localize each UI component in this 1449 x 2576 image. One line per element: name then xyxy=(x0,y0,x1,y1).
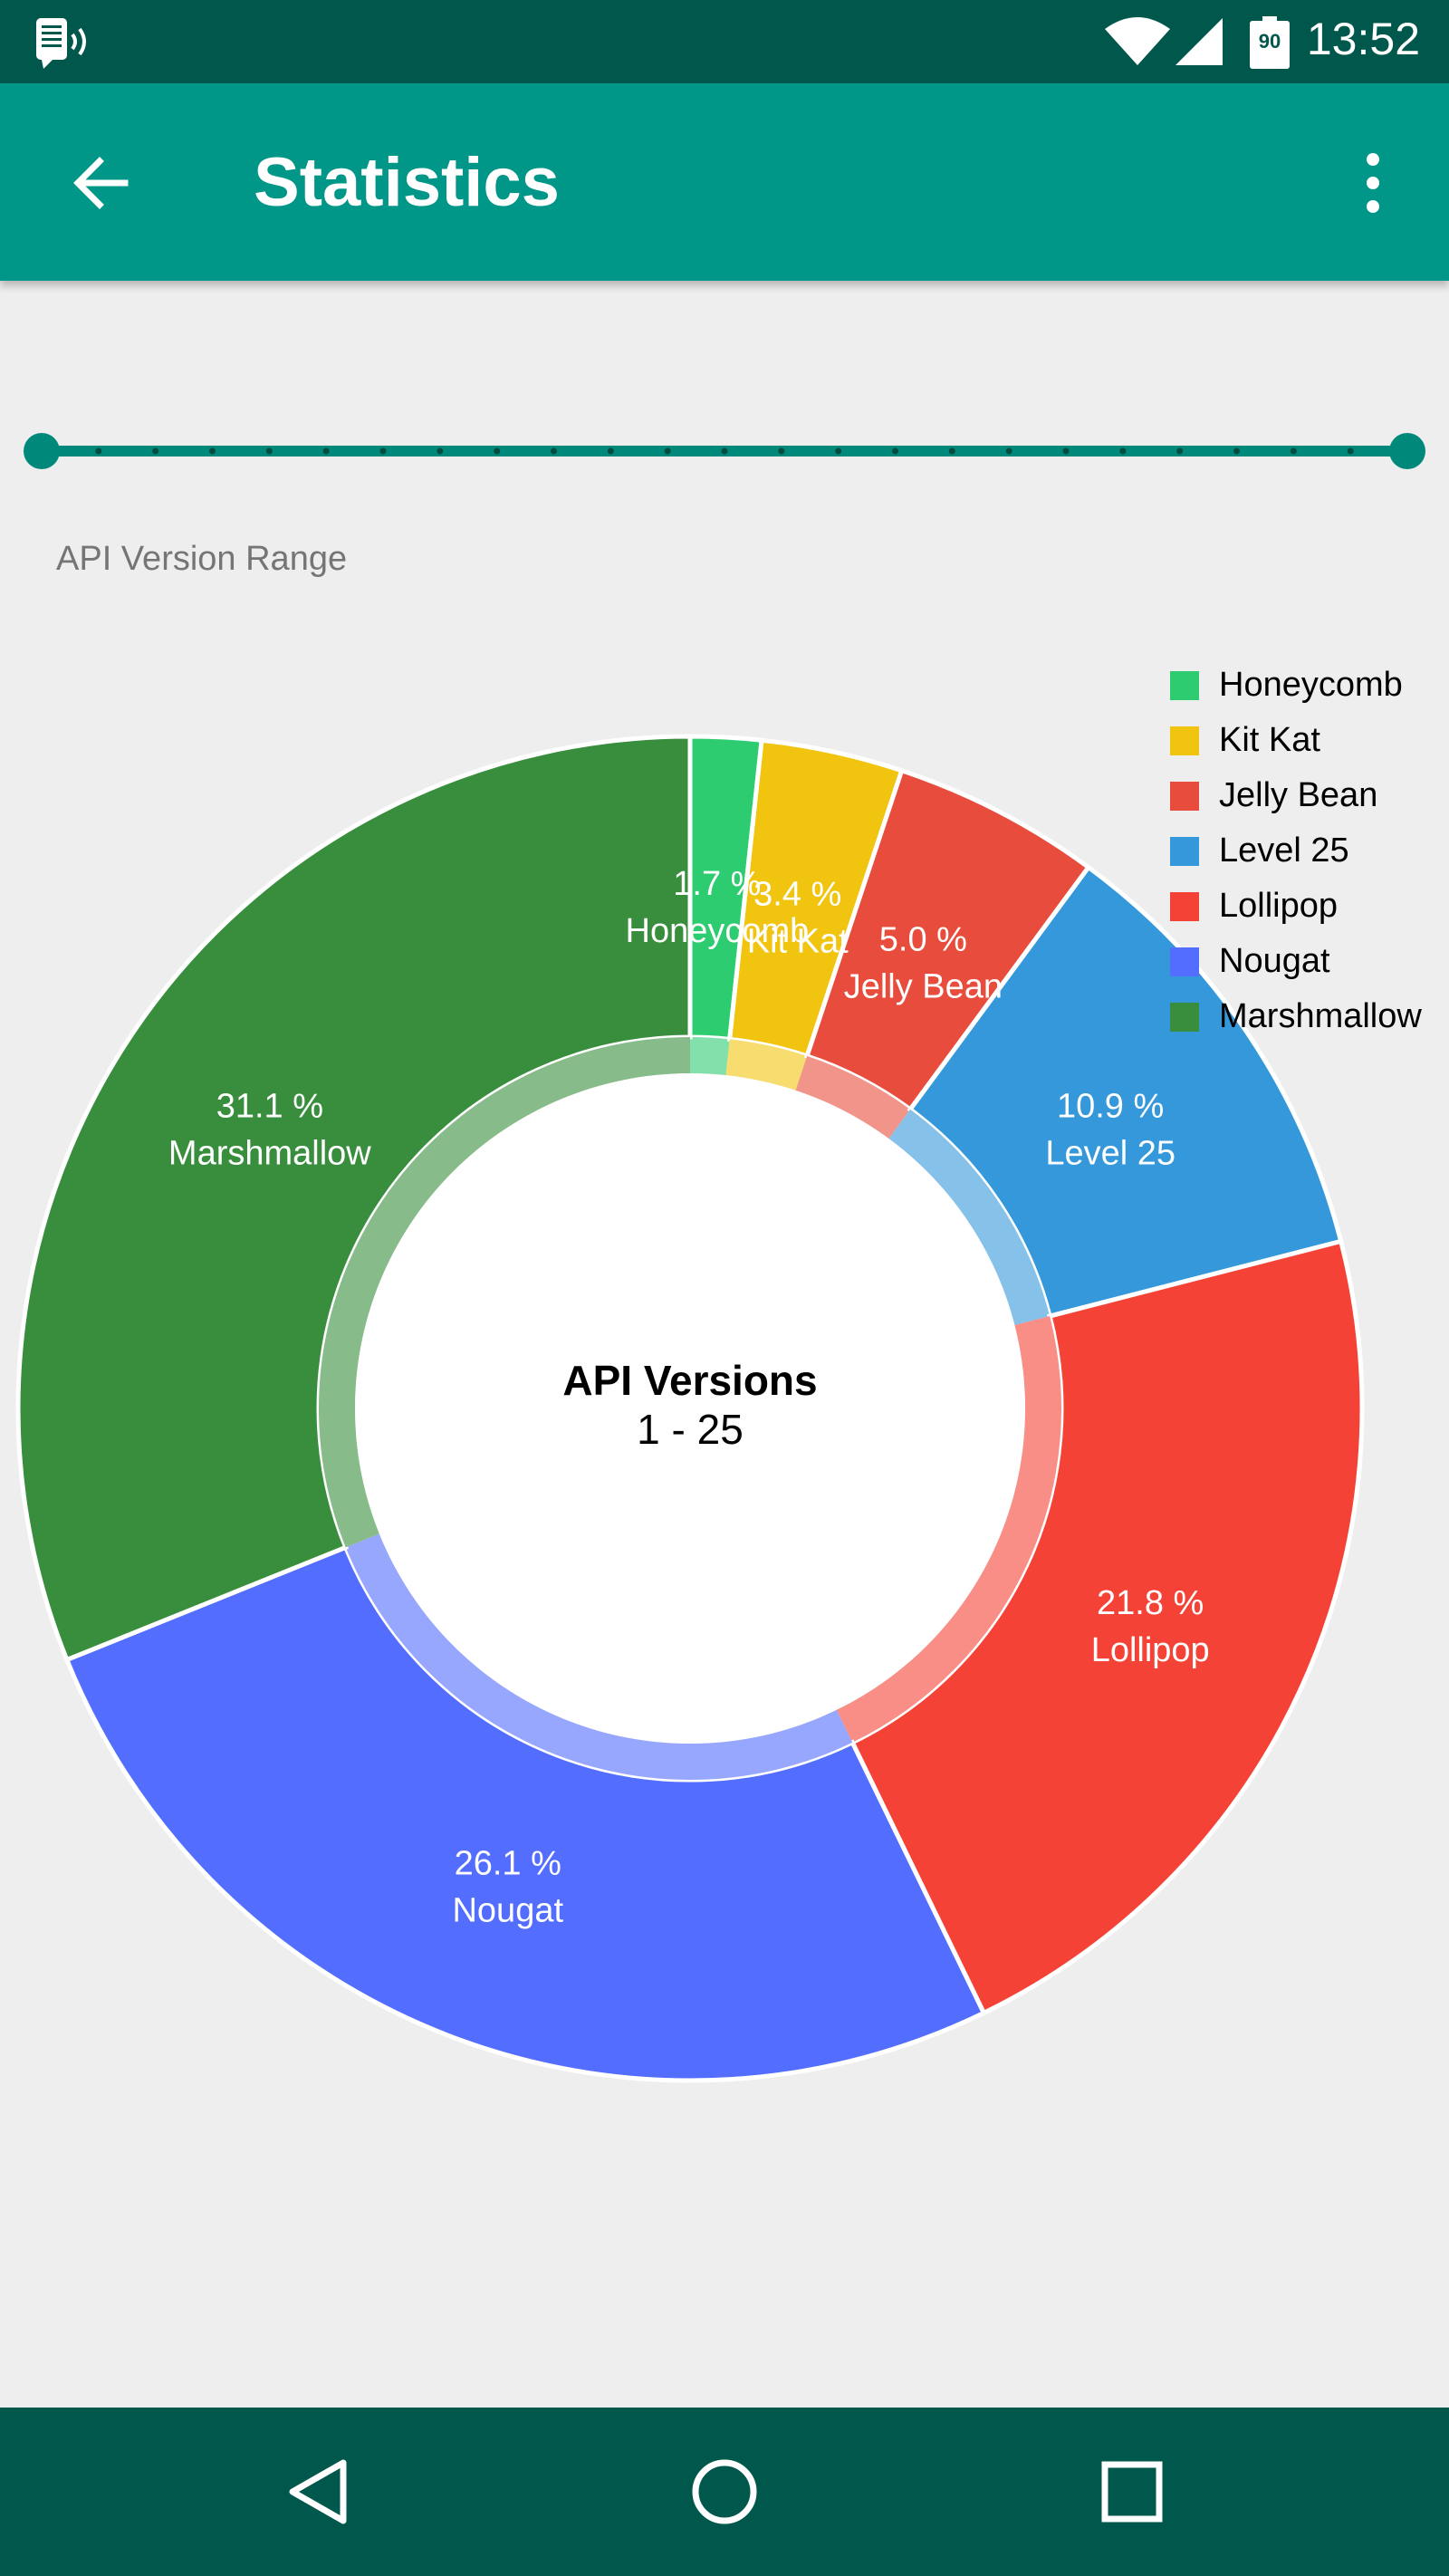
legend-label: Jelly Bean xyxy=(1219,776,1378,814)
slice-name-label: Jelly Bean xyxy=(844,968,1003,1006)
navigation-bar xyxy=(0,2408,1449,2576)
slice-inner-ring-marshmallow xyxy=(319,1037,690,1548)
slider-tick xyxy=(379,447,387,455)
wifi-icon xyxy=(1105,17,1170,65)
chart-center-title: API Versions xyxy=(562,1357,817,1404)
arrow-left-icon xyxy=(73,157,129,209)
legend-item-jelly-bean: Jelly Bean xyxy=(1170,768,1442,823)
legend-item-nougat: Nougat xyxy=(1170,934,1442,989)
chart-slices xyxy=(15,734,1365,2083)
battery-icon xyxy=(1250,16,1290,69)
slice-inner-ring-honeycomb xyxy=(690,1037,730,1076)
legend-label: Lollipop xyxy=(1219,887,1338,925)
slider-tick xyxy=(721,447,728,455)
more-vert-icon xyxy=(1367,153,1379,213)
chart-center-hole xyxy=(355,1073,1025,1744)
slice-inner-ring-nougat xyxy=(345,1533,853,1780)
legend-swatch xyxy=(1170,781,1199,811)
slice-name-label: Kit Kat xyxy=(747,923,849,961)
slice-inner-ring-jelly-bean xyxy=(795,1055,911,1139)
slider-end-thumb[interactable] xyxy=(1389,433,1425,469)
back-button[interactable] xyxy=(51,134,149,232)
slice-inner-ring-kit-kat xyxy=(725,1039,808,1091)
api-range-slider[interactable] xyxy=(20,426,1429,476)
legend-item-lollipop: Lollipop xyxy=(1170,879,1442,934)
legend-label: Honeycomb xyxy=(1219,666,1403,704)
slider-tick xyxy=(664,447,671,455)
legend-swatch xyxy=(1170,836,1199,866)
legend-label: Nougat xyxy=(1219,942,1330,980)
slice-value-label: 1.7 % xyxy=(673,865,761,903)
nav-back-icon xyxy=(289,2459,347,2524)
legend-label: Kit Kat xyxy=(1219,721,1320,759)
slider-tick xyxy=(494,447,501,455)
slice-inner-ring-lollipop xyxy=(836,1316,1061,1743)
legend-label: Level 25 xyxy=(1219,831,1349,870)
slider-tick xyxy=(437,447,444,455)
slider-start-thumb[interactable] xyxy=(24,433,60,469)
slider-tick xyxy=(1176,447,1184,455)
nav-recents-icon xyxy=(1101,2461,1163,2523)
slider-tick xyxy=(265,447,273,455)
legend-item-kit-kat: Kit Kat xyxy=(1170,713,1442,768)
slice-value-label: 5.0 % xyxy=(879,921,967,959)
slider-tick xyxy=(1005,447,1012,455)
slice-value-label: 3.4 % xyxy=(753,876,841,914)
slice-name-label: Level 25 xyxy=(1045,1135,1176,1173)
slice-value-label: 21.8 % xyxy=(1097,1584,1204,1622)
slice-name-label: Nougat xyxy=(452,1892,563,1930)
battery-level-text: 90 xyxy=(1258,30,1281,53)
page-title: Statistics xyxy=(254,144,560,221)
notification-icon xyxy=(36,18,86,69)
range-slider-label: API Version Range xyxy=(56,540,348,578)
legend-swatch xyxy=(1170,1002,1199,1032)
slider-tick xyxy=(95,447,102,455)
nav-home-button[interactable] xyxy=(675,2442,774,2542)
legend-swatch xyxy=(1170,891,1199,921)
slice-value-label: 31.1 % xyxy=(216,1088,323,1126)
legend-label: Marshmallow xyxy=(1219,997,1422,1035)
slider-tick xyxy=(1290,447,1297,455)
legend-swatch xyxy=(1170,670,1199,700)
legend-item-level-25: Level 25 xyxy=(1170,823,1442,879)
slider-ticks xyxy=(95,447,1354,455)
slice-name-label: Marshmallow xyxy=(168,1135,371,1173)
signal-icon xyxy=(1176,18,1223,65)
slider-tick xyxy=(778,447,785,455)
slider-tick xyxy=(892,447,898,455)
slice-inner-ring-level-25 xyxy=(888,1109,1051,1325)
status-bar: 90 13:52 xyxy=(0,0,1449,83)
slider-tick xyxy=(1233,447,1240,455)
slice-value-label: 10.9 % xyxy=(1057,1088,1164,1126)
nav-back-button[interactable] xyxy=(270,2442,369,2542)
slider-tick xyxy=(1062,447,1070,455)
nav-home-icon xyxy=(692,2459,757,2524)
legend-item-honeycomb: Honeycomb xyxy=(1170,658,1442,713)
slider-tick xyxy=(1347,447,1354,455)
slider-tick xyxy=(1119,447,1127,455)
chart-legend: Honeycomb Kit Kat Jelly Bean Level 25 Lollip… xyxy=(1170,658,1442,1044)
chart-center-subtitle: 1 - 25 xyxy=(637,1406,744,1453)
nav-recents-button[interactable] xyxy=(1082,2442,1182,2542)
slice-name-label: Lollipop xyxy=(1091,1631,1210,1669)
legend-swatch xyxy=(1170,726,1199,755)
app-bar: Statistics xyxy=(0,83,1449,281)
legend-swatch xyxy=(1170,947,1199,976)
slice-name-label: Honeycomb xyxy=(626,912,810,950)
slider-tick xyxy=(607,447,614,455)
slider-tick xyxy=(209,447,216,455)
status-time: 13:52 xyxy=(1306,14,1420,64)
slider-tick xyxy=(152,447,159,455)
slider-tick xyxy=(551,447,557,455)
slider-tick xyxy=(835,447,842,455)
slice-value-label: 26.1 % xyxy=(455,1845,561,1883)
legend-item-marshmallow: Marshmallow xyxy=(1170,989,1442,1044)
slider-tick xyxy=(948,447,955,455)
overflow-menu-button[interactable] xyxy=(1337,134,1409,232)
slider-tick xyxy=(322,447,330,455)
